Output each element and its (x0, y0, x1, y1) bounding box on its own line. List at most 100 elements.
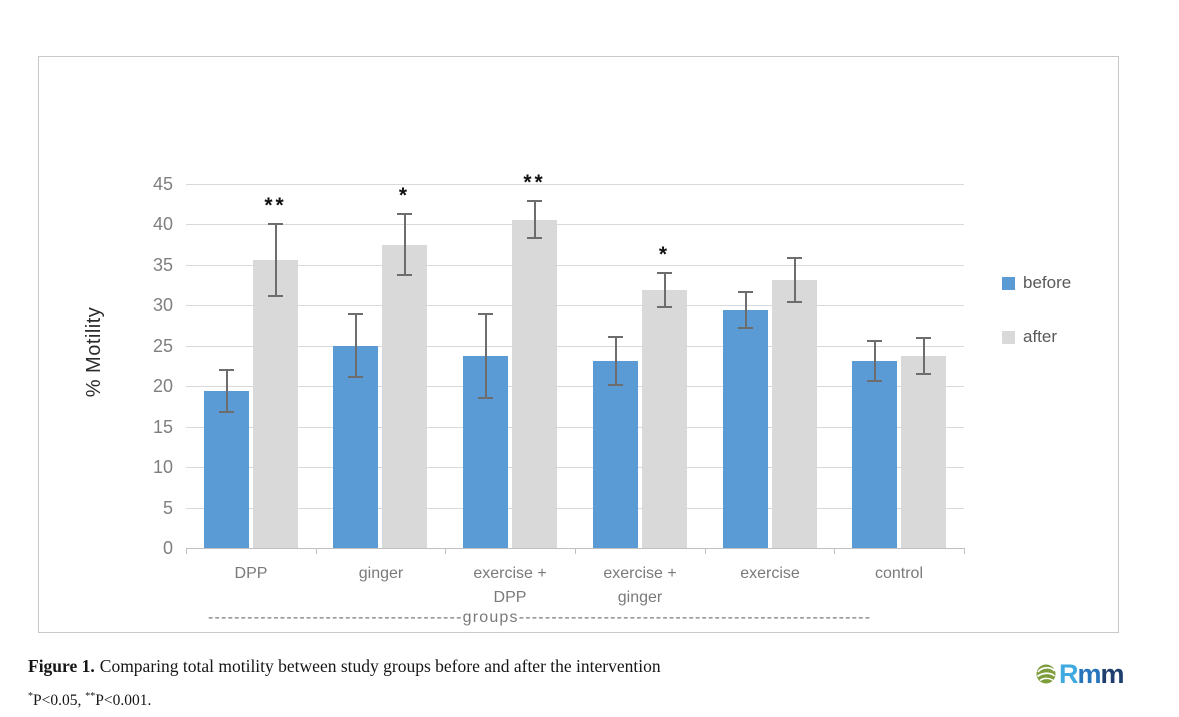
y-tick-label: 40 (152, 214, 173, 234)
error-bar-cap (657, 305, 672, 308)
gridline (186, 265, 964, 266)
x-axis-tick (964, 548, 965, 554)
significance-marker: ** (264, 193, 287, 217)
figure-panel: % Motility 0 5 10 15 20 25 30 35 40 45 ** DPP * ginge… (38, 56, 1119, 633)
error-bar (484, 314, 487, 399)
bar-after (772, 280, 817, 548)
gridline (186, 427, 964, 428)
y-axis-title: % Motility (83, 306, 105, 398)
error-bar-cap (608, 384, 623, 387)
error-bar (533, 200, 536, 239)
error-bar-cap (657, 271, 672, 274)
figure-label: Figure 1. (28, 656, 95, 676)
note-sup-1: * (28, 691, 33, 702)
significance-marker: * (658, 242, 671, 266)
note-text-2: P<0.001. (95, 692, 152, 710)
error-bar-cap (268, 295, 283, 298)
error-bar (793, 258, 796, 303)
x-category-label: exercise (740, 565, 800, 582)
y-tick-label: 0 (162, 538, 173, 558)
error-bar (922, 338, 925, 375)
note-text-1: P<0.05, (33, 692, 86, 710)
gridline (186, 346, 964, 347)
bar-after (382, 245, 427, 548)
x-axis-tick (186, 548, 187, 554)
error-bar-cap (478, 397, 493, 400)
legend-label-after: after (1023, 327, 1058, 346)
logo-letter-m1: m (1077, 659, 1102, 689)
error-bar-cap (268, 222, 283, 225)
error-bar-cap (219, 411, 234, 414)
bar-after (512, 220, 557, 548)
error-bar (274, 223, 277, 297)
y-tick-label: 45 (152, 174, 173, 194)
x-axis-title: ---------------------------------------g… (208, 609, 872, 626)
error-bar-cap (348, 376, 363, 379)
legend-swatch-before (1002, 276, 1015, 290)
x-axis-tick (445, 548, 446, 554)
error-bar (354, 314, 357, 378)
error-bar (663, 272, 666, 307)
leaf-swirl-icon (1036, 664, 1056, 684)
bar-after (253, 260, 298, 548)
error-bar (744, 292, 747, 328)
error-bar (403, 213, 406, 276)
x-axis-tick (834, 548, 835, 554)
error-bar-cap (738, 326, 753, 329)
gridline (186, 305, 964, 306)
gridline (186, 224, 964, 225)
error-bar-cap (527, 199, 542, 202)
y-tick-label: 15 (152, 417, 173, 437)
logo-letter-m2: m (1100, 659, 1125, 689)
y-tick-label: 35 (152, 255, 173, 275)
error-bar-cap (787, 257, 802, 260)
bar-before (593, 361, 638, 548)
error-bar-cap (527, 237, 542, 240)
bar-before (852, 361, 897, 548)
gridline (186, 508, 964, 509)
bar-before (204, 391, 249, 548)
x-axis-tick (316, 548, 317, 554)
legend-swatch-after (1002, 330, 1015, 344)
bar-after (642, 290, 687, 548)
error-bar-cap (916, 373, 931, 376)
x-category-label: control (874, 565, 924, 582)
error-bar-cap (787, 301, 802, 304)
error-bar-cap (397, 274, 412, 277)
journal-logo: R m m (1035, 656, 1125, 692)
x-category-label: ginger (358, 565, 404, 582)
y-tick-label: 20 (152, 376, 173, 396)
y-tick-label: 10 (152, 457, 173, 477)
error-bar-cap (867, 380, 882, 383)
y-tick-label: 25 (152, 336, 173, 356)
x-category-label: DPP (234, 565, 268, 582)
legend-item-after: after (1002, 327, 1058, 346)
bar-before (723, 310, 768, 548)
x-axis-tick (705, 548, 706, 554)
error-bar (873, 340, 876, 382)
legend-item-before: before (1002, 273, 1072, 292)
error-bar-cap (916, 337, 931, 340)
gridline (186, 467, 964, 468)
significance-marker: ** (523, 170, 546, 194)
error-bar-cap (348, 313, 363, 316)
bar-after (901, 356, 946, 548)
logo-letter-r: R (1059, 659, 1078, 689)
error-bar-cap (608, 335, 623, 338)
error-bar-cap (738, 291, 753, 294)
legend-label-before: before (1023, 273, 1072, 292)
error-bar (225, 370, 228, 413)
figure-caption: Figure 1. Comparing total motility betwee… (28, 656, 848, 677)
x-category-label: exercise + ginger (603, 565, 677, 606)
y-tick-label: 5 (162, 498, 173, 518)
error-bar (614, 336, 617, 386)
error-bar-cap (478, 313, 493, 316)
x-category-label: exercise + DPP (473, 565, 547, 606)
y-tick-label: 30 (152, 295, 173, 315)
caption-text: Comparing total motility between study g… (99, 656, 661, 676)
significance-marker: * (398, 183, 411, 207)
gridline (186, 184, 964, 185)
bar-before (333, 346, 378, 548)
error-bar-cap (397, 212, 412, 215)
